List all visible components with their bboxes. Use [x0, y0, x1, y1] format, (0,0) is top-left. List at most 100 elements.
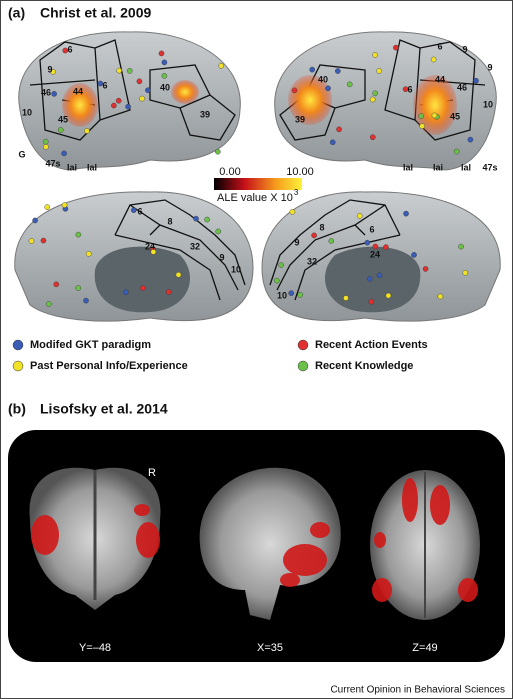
focus-dot	[278, 262, 284, 268]
region-label: 32	[190, 241, 200, 251]
region-label: 10	[277, 290, 287, 300]
focus-dot	[139, 95, 145, 102]
focus-dot	[372, 52, 378, 58]
focus-dot	[125, 103, 131, 110]
legend-swatch	[12, 339, 24, 351]
focus-dot	[462, 269, 469, 276]
focus-dot	[422, 266, 429, 272]
focus-dot	[403, 210, 409, 217]
focus-dot	[116, 67, 122, 74]
focus-dot	[411, 252, 417, 258]
focus-dot	[175, 271, 182, 278]
focus-dot	[111, 102, 117, 109]
colorbar-exponent: 3	[294, 188, 299, 197]
focus-dot	[383, 244, 389, 250]
focus-dot	[385, 292, 392, 299]
focus-dot	[215, 148, 221, 155]
focus-dot	[215, 228, 222, 235]
focus-dot	[61, 202, 68, 208]
colorbar-label: ALE value X 10	[217, 192, 293, 204]
region-label: 6	[137, 206, 142, 216]
region-label: 45	[450, 111, 460, 121]
region-label: 39	[200, 109, 210, 119]
panel-label: (a)	[8, 5, 25, 21]
legend-label: Modifed GKT paradigm	[30, 339, 151, 351]
focus-dot	[75, 231, 82, 238]
focus-dot	[325, 85, 331, 92]
region-label: 10	[483, 99, 493, 109]
colorbar-max: 10.00	[286, 166, 314, 178]
region-label: 8	[319, 222, 324, 232]
focus-dot	[130, 207, 137, 214]
region-label: 40	[318, 74, 328, 84]
focus-dot	[83, 297, 89, 304]
focus-dot	[45, 301, 52, 307]
focus-dot	[291, 87, 298, 94]
focus-dot	[369, 134, 376, 141]
region-label: 6	[407, 84, 412, 94]
slice-label: X=35	[257, 642, 283, 654]
colorbar-min: 0.00	[219, 166, 240, 178]
focus-dot	[32, 217, 38, 224]
region-label: 6	[102, 80, 107, 90]
legend-label: Past Personal Info/Experience	[30, 360, 188, 372]
focus-dot	[51, 91, 57, 97]
focus-dot	[473, 77, 479, 84]
focus-dot	[356, 213, 363, 219]
focus-dot	[329, 139, 336, 146]
focus-dot	[50, 69, 56, 75]
focus-dot	[161, 59, 168, 66]
focus-dot	[165, 289, 172, 295]
focus-dot	[453, 148, 460, 155]
focus-dot	[139, 285, 146, 291]
slice-label: Z=49	[412, 642, 437, 654]
focus-dot	[430, 56, 437, 63]
focus-dot	[289, 209, 296, 215]
focus-dot	[204, 216, 210, 223]
focus-dot	[335, 68, 341, 74]
region-label: 47s	[482, 162, 497, 172]
focus-dot	[62, 47, 69, 54]
focus-dot	[85, 251, 92, 257]
region-label: 24	[370, 249, 380, 259]
region-label: 8	[167, 216, 172, 226]
focus-dot	[343, 295, 349, 301]
region-label: 40	[160, 82, 170, 92]
focus-dot	[123, 289, 129, 296]
focus-dot	[297, 292, 304, 298]
region-label: 10	[22, 107, 32, 117]
focus-dot	[84, 128, 90, 134]
focus-dot	[126, 68, 133, 74]
region-label: 9	[487, 62, 492, 72]
focus-dot	[97, 80, 104, 87]
region-label: 32	[307, 256, 317, 266]
colorbar	[214, 178, 302, 190]
slices	[29, 467, 480, 620]
region-label: Iai	[433, 162, 443, 172]
focus-dot	[145, 87, 151, 93]
focus-dot	[57, 127, 64, 133]
focus-dot	[218, 63, 224, 69]
focus-dot	[53, 281, 60, 288]
focus-dot	[311, 232, 317, 239]
focus-dot	[376, 272, 383, 279]
focus-dot	[376, 68, 382, 74]
focus-dot	[402, 86, 409, 92]
focus-dot	[136, 78, 143, 85]
focus-dot	[273, 277, 280, 284]
region-label: 9	[462, 44, 467, 54]
region-label: 9	[219, 252, 224, 262]
region-label: 6	[437, 41, 442, 51]
region-label: 6	[369, 224, 374, 234]
focus-dot	[43, 144, 49, 150]
focus-dot	[418, 113, 424, 119]
medial-wall	[94, 246, 190, 313]
focus-dot	[288, 290, 295, 296]
focus-dot	[161, 73, 168, 79]
footer: Current Opinion in Behavioral Sciences	[330, 685, 505, 696]
focus-dot	[467, 136, 474, 143]
focus-dot	[336, 126, 342, 133]
focus-dot	[328, 238, 335, 244]
focus-dot	[61, 150, 67, 157]
